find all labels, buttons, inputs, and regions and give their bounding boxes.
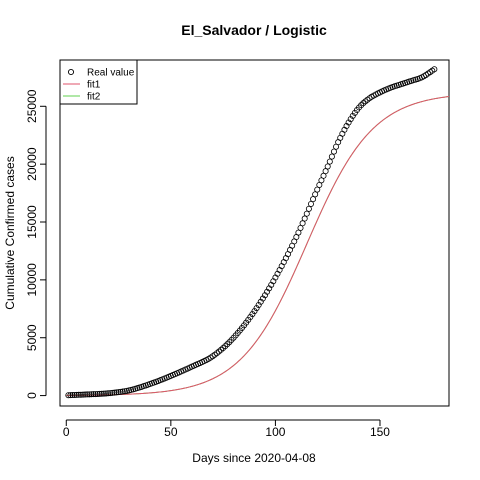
real-value-point	[65, 392, 72, 399]
real-value-point	[69, 392, 76, 399]
real-value-point	[103, 390, 110, 397]
real-value-point	[259, 295, 266, 302]
fit1-line	[66, 96, 450, 396]
real-value-point	[220, 344, 227, 351]
real-value-point	[96, 390, 103, 397]
real-value-point	[431, 66, 438, 73]
legend-box	[59, 59, 138, 105]
real-value-point	[113, 389, 120, 396]
real-value-point	[90, 391, 97, 398]
real-value-point	[358, 102, 365, 109]
y-tick-label: 0	[25, 392, 39, 399]
real-value-point	[261, 292, 268, 299]
real-value-point	[251, 308, 258, 315]
real-value-point	[345, 119, 352, 126]
real-value-point	[349, 112, 356, 119]
real-value-point	[80, 391, 87, 398]
real-value-point	[249, 311, 256, 318]
real-value-point	[121, 388, 128, 395]
real-value-point	[67, 392, 74, 399]
real-value-point	[360, 100, 367, 107]
real-value-point	[73, 391, 80, 398]
real-value-point	[218, 346, 225, 353]
real-value-point	[75, 391, 82, 398]
legend-label: fit2	[87, 92, 101, 103]
legend-label: fit1	[87, 80, 101, 91]
real-value-point	[123, 387, 130, 394]
legend-marker-real-value	[67, 68, 75, 76]
y-tick-label: 10000	[25, 263, 39, 297]
plot-box	[59, 59, 450, 407]
real-value-point	[347, 116, 354, 123]
real-value-point	[255, 301, 262, 308]
y-axis-label: Cumulative Confirmed cases	[3, 156, 17, 309]
y-tick-label: 20000	[25, 147, 39, 181]
real-value-point	[303, 210, 310, 217]
real-value-point	[98, 390, 105, 397]
real-value-point	[109, 389, 116, 396]
axes-layer: 0 50 100 150 0 5000 10000 15000 20000 25000	[25, 89, 390, 439]
real-value-point	[257, 298, 264, 305]
real-value-point	[71, 391, 78, 398]
real-value-point	[324, 163, 331, 170]
real-value-point	[117, 388, 124, 395]
real-value-point	[310, 196, 317, 203]
real-value-point	[301, 215, 308, 222]
real-value-point	[107, 390, 114, 397]
real-value-point	[226, 339, 233, 346]
real-value-point	[330, 148, 337, 155]
real-value-point	[253, 305, 260, 312]
x-tick-label: 150	[370, 425, 390, 439]
x-tick-label: 100	[265, 425, 285, 439]
real-value-point	[77, 391, 84, 398]
x-axis-label: Days since 2020-04-08	[192, 451, 316, 465]
y-tick-label: 5000	[25, 324, 39, 351]
real-value-point	[305, 205, 312, 212]
real-value-point	[222, 343, 229, 350]
real-value-point	[224, 341, 231, 348]
chart-title: El_Salvador / Logistic	[181, 22, 327, 38]
real-value-point	[115, 389, 122, 396]
real-value-point	[328, 153, 335, 160]
real-value-point	[86, 391, 93, 398]
real-value-point	[299, 220, 306, 227]
legend-label: Real value	[87, 68, 135, 79]
real-value-point	[215, 348, 222, 355]
real-value-point	[88, 391, 95, 398]
real-value-point	[84, 391, 91, 398]
fit2-line	[66, 96, 450, 396]
real-value-point	[94, 390, 101, 397]
real-value-point	[326, 158, 333, 165]
real-value-point	[264, 288, 271, 295]
real-value-point	[111, 389, 118, 396]
real-value-point	[307, 200, 314, 207]
y-tick-label: 15000	[25, 205, 39, 239]
real-value-point	[82, 391, 89, 398]
series-layer	[65, 66, 450, 399]
x-tick-label: 50	[164, 425, 178, 439]
x-tick-label: 0	[63, 425, 70, 439]
real-value-point	[119, 388, 126, 395]
y-tick-label: 25000	[25, 89, 39, 123]
real-value-point	[100, 390, 107, 397]
real-value-point	[92, 391, 99, 398]
real-value-point	[105, 390, 112, 397]
